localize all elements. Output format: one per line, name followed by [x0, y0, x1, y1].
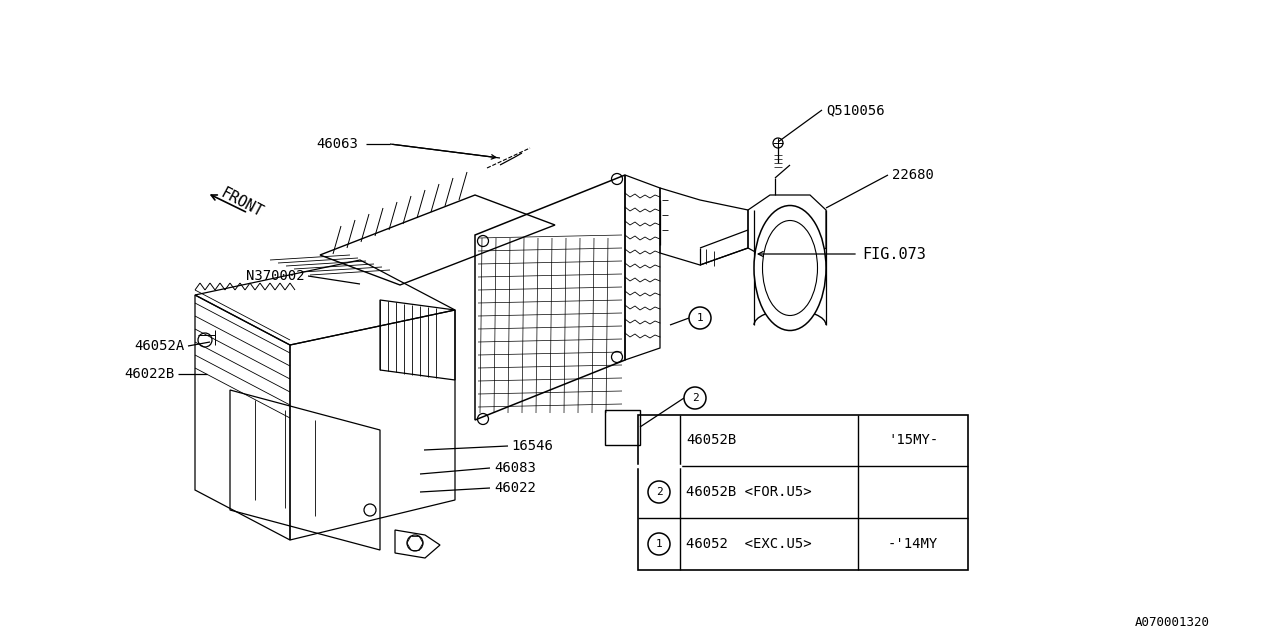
Text: 46022: 46022	[494, 481, 536, 495]
Text: A070001320: A070001320	[1135, 616, 1210, 628]
Text: 46052A: 46052A	[134, 339, 186, 353]
Text: 46063: 46063	[316, 137, 358, 151]
Bar	[637, 415, 968, 570]
Circle shape	[648, 533, 669, 555]
Text: Q510056: Q510056	[826, 103, 884, 117]
Text: 1: 1	[655, 539, 662, 549]
Text: -'14MY: -'14MY	[888, 537, 938, 551]
Text: 46083: 46083	[494, 461, 536, 475]
Text: 2: 2	[655, 487, 662, 497]
Text: 22680: 22680	[892, 168, 934, 182]
Text: 2: 2	[691, 393, 699, 403]
Text: FIG.073: FIG.073	[861, 246, 925, 262]
Text: '15MY-: '15MY-	[888, 433, 938, 447]
Text: 46022B: 46022B	[124, 367, 175, 381]
Text: 46052B <FOR.U5>: 46052B <FOR.U5>	[686, 485, 812, 499]
Circle shape	[689, 307, 710, 329]
Circle shape	[648, 481, 669, 503]
Circle shape	[684, 387, 707, 409]
Ellipse shape	[754, 205, 826, 330]
Text: FRONT: FRONT	[218, 186, 265, 220]
Text: 16546: 16546	[511, 439, 553, 453]
Text: N370002: N370002	[246, 269, 305, 283]
Text: 46052  <EXC.U5>: 46052 <EXC.U5>	[686, 537, 812, 551]
Text: 1: 1	[696, 313, 704, 323]
Text: 46052B: 46052B	[686, 433, 736, 447]
